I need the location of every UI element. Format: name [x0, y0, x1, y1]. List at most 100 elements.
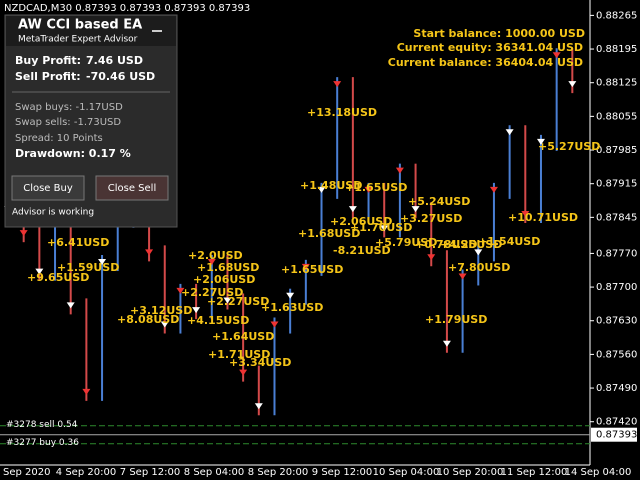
trade-arrow: [254, 403, 263, 410]
y-tick-label: 0.87560: [596, 349, 637, 360]
profit-label: +2.27USD: [181, 286, 243, 299]
trade-arrow: [505, 129, 514, 136]
order-label: #3277 buy 0.36: [6, 438, 79, 448]
trade-arrow: [380, 225, 389, 232]
trade-arrow: [317, 186, 326, 193]
x-tick-label: 8 Sep 04:00: [184, 467, 244, 478]
symbol-header: NZDCAD,M30 0.87393 0.87393 0.87393 0.873…: [4, 3, 250, 14]
spread: Spread: 10 Points: [15, 133, 103, 144]
order-label: #3278 sell 0.54: [6, 420, 78, 430]
buy-profit: 7.46 USD: [86, 54, 143, 67]
y-tick-label: 0.87845: [596, 212, 637, 223]
trade-arrow: [145, 249, 154, 256]
profit-label: +1.68USD: [197, 261, 259, 274]
trade-arrow: [66, 302, 75, 309]
close-sell-button[interactable]: [95, 175, 169, 201]
trade-arrow: [223, 297, 232, 304]
profit-label: +1.65USD: [345, 181, 407, 194]
x-tick-label: 8 Sep 20:00: [248, 467, 308, 478]
panel-title: AW CCI based EA: [18, 18, 142, 33]
trade-arrow: [239, 369, 248, 376]
x-tick-label: 4 Sep 2020: [0, 467, 51, 478]
x-tick-label: 9 Sep 12:00: [312, 467, 372, 478]
trade-arrow: [192, 307, 201, 314]
trade-arrow: [489, 186, 498, 193]
price-box: [591, 427, 637, 442]
panel-subtitle: MetaTrader Expert Advisor: [18, 35, 138, 45]
profit-label: +1.54USD: [478, 235, 540, 248]
ea-panel: AW CCI based EA MetaTrader Expert Adviso…: [4, 14, 178, 228]
profit-label: +3.27USD: [400, 212, 462, 225]
profit-label: +2.06USD: [330, 215, 392, 228]
y-tick-label: 0.88055: [596, 111, 637, 122]
profit-label: +4.15USD: [187, 314, 249, 327]
x-tick-label: 4 Sep 20:00: [56, 467, 116, 478]
trade-arrow: [458, 273, 467, 280]
sell-profit: -70.46 USD: [86, 70, 155, 83]
close-buy-button[interactable]: [11, 175, 85, 201]
y-tick-label: 0.87985: [596, 145, 637, 156]
profit-label: +1.59USD: [57, 261, 119, 274]
close-buy-label[interactable]: Close Buy: [23, 183, 73, 194]
close-sell-label[interactable]: Close Sell: [108, 183, 156, 194]
profit-label: +5.27USD: [538, 140, 600, 153]
profit-label: -8.21USD: [333, 244, 391, 257]
trade-arrow: [536, 138, 545, 145]
profit-label: +1.71USD: [208, 348, 270, 361]
profit-label: +9.65USD: [27, 271, 89, 284]
trade-arrow: [364, 186, 373, 193]
y-tick-label: 0.88195: [596, 44, 637, 55]
y-tick-label: 0.88265: [596, 10, 637, 21]
trade-arrow: [521, 210, 530, 217]
sell-profit-label: Sell Profit:: [15, 70, 81, 83]
trade-arrow: [286, 292, 295, 299]
y-tick-label: 0.87420: [596, 417, 637, 428]
y-tick-label: 0.87700: [596, 282, 637, 293]
profit-label: +8.08USD: [117, 313, 179, 326]
trade-arrow: [395, 167, 404, 174]
trade-arrow: [35, 268, 44, 275]
x-tick-label: 14 Sep 04:00: [565, 467, 632, 478]
profit-label: +3.12USD: [130, 304, 192, 317]
trade-arrow: [301, 263, 310, 270]
profit-label: +13.18USD: [307, 106, 377, 119]
profit-label: +2.27USD: [207, 295, 269, 308]
trade-arrow: [176, 287, 185, 294]
profit-label: +5.79USD: [375, 236, 437, 249]
trade-arrow: [19, 230, 28, 237]
swap-buys: Swap buys: -1.17USD: [15, 102, 123, 113]
profit-label: +2.0USD: [188, 249, 243, 262]
profit-label: +10.71USD: [508, 211, 578, 224]
drawdown: Drawdown: 0.17 %: [15, 147, 131, 160]
trade-arrow: [160, 321, 169, 328]
profit-label: +6.41USD: [47, 236, 109, 249]
trade-arrow: [552, 52, 561, 59]
trade-arrow: [568, 81, 577, 88]
profit-label: +1.65USD: [281, 263, 343, 276]
start-balance: Start balance: 1000.00 USD: [413, 27, 585, 40]
current-balance: Current balance: 36404.04 USD: [388, 56, 583, 69]
swap-sells: Swap sells: -1.73USD: [15, 117, 121, 128]
trade-arrow: [474, 249, 483, 256]
current-equity: Current equity: 36341.04 USD: [397, 41, 583, 54]
y-tick-label: 0.88125: [596, 78, 637, 89]
y-tick-label: 0.87630: [596, 316, 637, 327]
trade-arrow: [207, 259, 216, 266]
buy-profit-label: Buy Profit:: [15, 54, 81, 67]
trade-arrow: [98, 259, 107, 266]
trade-arrow: [427, 254, 436, 261]
trade-arrow: [411, 206, 420, 213]
current-price: 0.87393: [596, 430, 637, 441]
profit-label: +1.63USD: [261, 301, 323, 314]
x-tick-label: 10 Sep 04:00: [373, 467, 440, 478]
profit-label: +7.80USD: [448, 261, 510, 274]
y-tick-label: 0.87915: [596, 179, 637, 190]
y-tick-label: 0.87490: [596, 383, 637, 394]
profit-label: +1.48USD: [300, 179, 362, 192]
x-tick-label: 11 Sep 12:00: [501, 467, 568, 478]
profit-label: +1.68USD: [298, 227, 360, 240]
profit-label: +2.06USD: [193, 273, 255, 286]
trade-arrow: [270, 321, 279, 328]
